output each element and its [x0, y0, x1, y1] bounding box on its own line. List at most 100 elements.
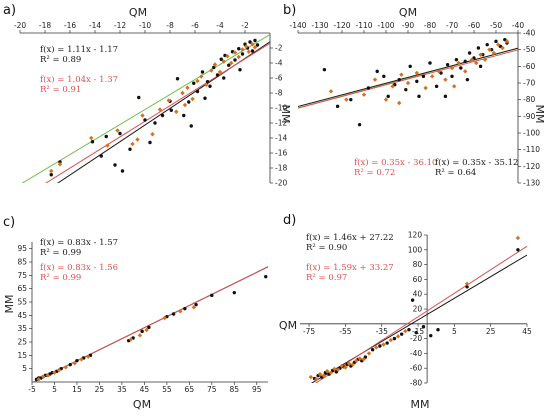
data-point — [208, 84, 212, 88]
data-point — [354, 358, 359, 363]
data-point — [317, 371, 323, 377]
fit-equation: f(x) = 1.46x + 27.22 — [306, 232, 394, 243]
data-point — [404, 87, 408, 92]
x-tick-label: 75 — [207, 385, 217, 394]
fit-r-squared: R² = 0.72 — [354, 168, 395, 178]
trend-lines — [298, 47, 518, 109]
series-2 — [328, 39, 510, 106]
data-point — [190, 96, 195, 102]
data-point — [79, 357, 84, 362]
x-tick-label: -5 — [28, 385, 36, 394]
data-point — [478, 52, 483, 57]
data-point — [233, 58, 237, 62]
y-tick-label: -40 — [410, 349, 422, 358]
data-point — [363, 355, 368, 359]
data-point — [205, 80, 210, 84]
data-point — [150, 132, 155, 137]
y-tick-label: 95 — [17, 244, 27, 253]
data-point — [137, 333, 143, 338]
data-point — [174, 109, 179, 114]
x-tick-label: -14 — [89, 21, 101, 30]
fit-line — [298, 47, 518, 108]
y-tick-label: -20 — [410, 334, 422, 343]
fit-equation: f(x) = 0.35x - 35.12 — [435, 157, 518, 168]
y-tick-label: 85 — [17, 258, 27, 267]
y-tick-label: -130 — [523, 179, 540, 188]
y-tick-label: 55 — [17, 298, 27, 307]
fit-equation: f(x) = 0.35x - 36.10 — [354, 157, 437, 168]
data-point — [350, 362, 355, 367]
panel-label: c) — [3, 215, 15, 230]
data-point — [189, 124, 193, 128]
y-axis-label: QM — [279, 319, 297, 332]
fit-r-squared: R² = 0.89 — [40, 55, 81, 65]
data-point — [314, 377, 319, 382]
data-point — [212, 65, 216, 70]
data-point — [52, 370, 57, 375]
data-point — [185, 85, 190, 90]
x-tick-label: -12 — [114, 21, 126, 30]
data-point — [386, 94, 390, 99]
data-point — [85, 354, 91, 359]
data-point — [68, 362, 72, 367]
y-tick-label: 25 — [17, 338, 27, 347]
x-tick-label: 95 — [252, 385, 262, 394]
y-tick-label: -10 — [275, 104, 287, 113]
data-point — [166, 98, 171, 103]
x-tick-label: -40 — [512, 21, 524, 30]
y-tick-label: -100 — [523, 129, 540, 138]
x-tick-label: -70 — [446, 21, 458, 30]
data-point — [450, 74, 454, 79]
fit-equation: f(x) = 0.83x - 1.56 — [40, 262, 118, 273]
data-point — [204, 82, 209, 87]
data-point — [56, 367, 62, 373]
series-2 — [308, 235, 521, 382]
x-tick-label: -15 — [412, 327, 424, 336]
x-tick-label: -120 — [333, 21, 350, 30]
data-point — [417, 94, 421, 99]
data-point — [195, 89, 200, 94]
data-point — [500, 45, 505, 51]
fit-equation: f(x) = 0.83x - 1.57 — [40, 237, 118, 248]
data-point — [423, 85, 428, 91]
data-point — [414, 70, 419, 76]
data-point — [443, 77, 448, 82]
x-tick-label: 25 — [486, 327, 496, 336]
data-point — [140, 113, 145, 118]
y-tick-label: -90 — [523, 112, 535, 121]
data-point — [217, 69, 223, 75]
x-tick-label: 25 — [95, 385, 105, 394]
x-axis-label: QM — [133, 398, 151, 411]
data-point — [236, 54, 241, 60]
data-point — [463, 69, 468, 74]
fit-line — [310, 254, 527, 383]
panel-b: -140 -130 -120 -110 -100 -90 -80 -70 -60 -50 -40-4… — [283, 3, 546, 188]
data-point — [436, 69, 441, 74]
data-point — [99, 154, 103, 158]
data-point — [328, 370, 334, 375]
data-point — [487, 47, 492, 52]
data-point — [504, 39, 510, 44]
data-point — [395, 334, 401, 339]
data-point — [325, 368, 330, 374]
data-point — [378, 344, 382, 348]
trend-lines — [32, 266, 268, 382]
data-point — [452, 84, 457, 89]
x-tick-label: 5 — [452, 327, 457, 336]
data-point — [72, 361, 77, 366]
data-point — [421, 325, 426, 329]
x-tick-label: -140 — [289, 21, 306, 30]
y-tick-label: -18 — [275, 164, 287, 173]
data-point — [135, 137, 140, 142]
data-point — [113, 163, 117, 167]
y-tick-label: 35 — [17, 324, 27, 333]
y-tick-label: 20 — [413, 305, 423, 314]
x-tick-label: -80 — [424, 21, 436, 30]
data-point — [449, 65, 455, 71]
y-tick-label: 5 — [22, 364, 27, 373]
data-point — [104, 134, 108, 139]
data-point — [199, 74, 204, 79]
data-point — [467, 51, 472, 55]
data-point — [118, 131, 122, 136]
fit-r-squared: R² = 0.90 — [306, 243, 347, 253]
